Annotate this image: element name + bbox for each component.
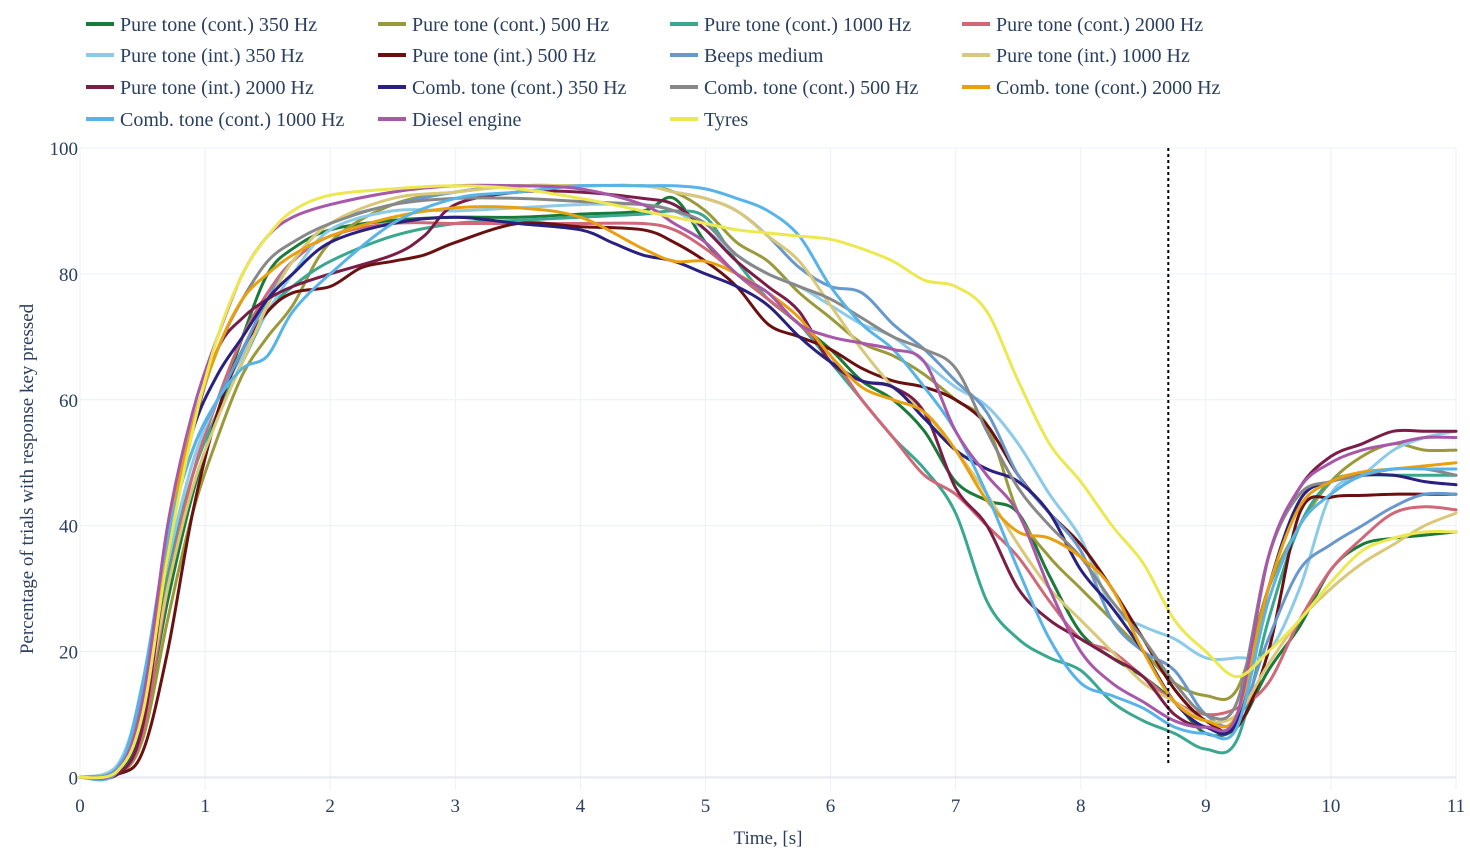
y-tick-label-3: 60 bbox=[59, 391, 78, 412]
legend-item-3[interactable]: Pure tone (cont.) 2000 Hz bbox=[962, 14, 1203, 36]
y-tick-label-2: 40 bbox=[59, 517, 78, 538]
legend-item-13[interactable]: Diesel engine bbox=[378, 109, 522, 131]
y-axis-title: Percentage of trials with response key p… bbox=[17, 303, 38, 654]
series-line-14 bbox=[78, 184, 1458, 780]
legend: Pure tone (cont.) 350 Hz Pure tone (cont.… bbox=[86, 14, 1221, 131]
legend-label-14: Tyres bbox=[704, 109, 748, 131]
legend-label-1: Pure tone (cont.) 500 Hz bbox=[412, 14, 609, 36]
legend-item-9[interactable]: Comb. tone (cont.) 350 Hz bbox=[378, 77, 627, 99]
x-tick-label-10: 10 bbox=[1321, 796, 1340, 817]
legend-label-2: Pure tone (cont.) 1000 Hz bbox=[704, 14, 911, 36]
legend-item-4[interactable]: Pure tone (int.) 350 Hz bbox=[86, 45, 304, 67]
series-layer bbox=[78, 183, 1458, 782]
legend-label-6: Beeps medium bbox=[704, 45, 824, 67]
x-tick-label-8: 8 bbox=[1076, 796, 1086, 817]
grid-lines bbox=[79, 147, 1457, 790]
x-tick-label-9: 9 bbox=[1201, 796, 1211, 817]
x-tick-label-0: 0 bbox=[75, 796, 85, 817]
legend-label-4: Pure tone (int.) 350 Hz bbox=[120, 45, 304, 67]
legend-item-8[interactable]: Pure tone (int.) 2000 Hz bbox=[86, 77, 314, 99]
legend-label-11: Comb. tone (cont.) 2000 Hz bbox=[996, 77, 1221, 99]
y-axis-ticks: 0 20 40 60 80 100 bbox=[50, 139, 79, 789]
y-tick-label-1: 20 bbox=[59, 643, 78, 664]
x-tick-label-6: 6 bbox=[826, 796, 836, 817]
x-tick-label-7: 7 bbox=[951, 796, 961, 817]
y-tick-label-4: 80 bbox=[59, 265, 78, 286]
x-tick-label-2: 2 bbox=[325, 796, 335, 817]
legend-item-12[interactable]: Comb. tone (cont.) 1000 Hz bbox=[86, 109, 345, 131]
x-tick-label-11: 11 bbox=[1447, 796, 1465, 817]
legend-label-13: Diesel engine bbox=[412, 109, 522, 131]
legend-item-11[interactable]: Comb. tone (cont.) 2000 Hz bbox=[962, 77, 1221, 99]
legend-label-5: Pure tone (int.) 500 Hz bbox=[412, 45, 596, 67]
x-tick-label-1: 1 bbox=[200, 796, 210, 817]
x-tick-label-5: 5 bbox=[701, 796, 711, 817]
legend-item-6[interactable]: Beeps medium bbox=[670, 45, 824, 67]
legend-item-1[interactable]: Pure tone (cont.) 500 Hz bbox=[378, 14, 609, 36]
legend-item-14[interactable]: Tyres bbox=[670, 109, 748, 131]
legend-label-7: Pure tone (int.) 1000 Hz bbox=[996, 45, 1190, 67]
x-tick-label-4: 4 bbox=[576, 796, 586, 817]
legend-item-5[interactable]: Pure tone (int.) 500 Hz bbox=[378, 45, 596, 67]
series-line-11 bbox=[78, 205, 1458, 781]
legend-item-0[interactable]: Pure tone (cont.) 350 Hz bbox=[86, 14, 317, 36]
x-axis-title: Time, [s] bbox=[734, 828, 803, 849]
legend-label-9: Comb. tone (cont.) 350 Hz bbox=[412, 77, 627, 99]
series-line-12 bbox=[78, 183, 1458, 782]
legend-item-10[interactable]: Comb. tone (cont.) 500 Hz bbox=[670, 77, 919, 99]
y-tick-label-5: 100 bbox=[50, 139, 79, 160]
legend-label-0: Pure tone (cont.) 350 Hz bbox=[120, 14, 317, 36]
legend-label-8: Pure tone (int.) 2000 Hz bbox=[120, 77, 314, 99]
x-axis-ticks: 0 1 2 3 4 5 6 7 8 9 10 11 bbox=[75, 796, 1465, 817]
x-tick-label-3: 3 bbox=[451, 796, 461, 817]
legend-item-2[interactable]: Pure tone (cont.) 1000 Hz bbox=[670, 14, 911, 36]
legend-label-3: Pure tone (cont.) 2000 Hz bbox=[996, 14, 1203, 36]
y-tick-label-0: 0 bbox=[69, 768, 79, 789]
legend-item-7[interactable]: Pure tone (int.) 1000 Hz bbox=[962, 45, 1190, 67]
legend-label-10: Comb. tone (cont.) 500 Hz bbox=[704, 77, 919, 99]
legend-label-12: Comb. tone (cont.) 1000 Hz bbox=[120, 109, 345, 131]
